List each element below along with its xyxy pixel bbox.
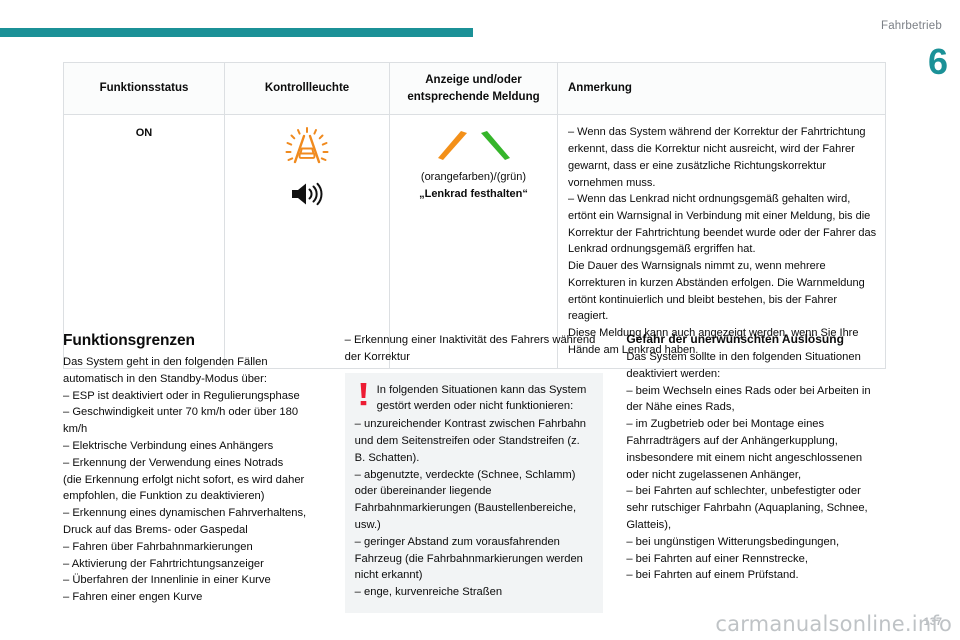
lane-departure-warning-icon [285,127,329,164]
list-item: – bei Fahrten auf schlechter, unbefestig… [626,485,868,531]
cell-function-status: ON [63,114,225,370]
table-header-row: Funktionsstatus Kontrollleuchte Anzeige … [63,61,886,116]
list-item: – Fahren einer engen Kurve [63,591,203,604]
cell-display-message: (orangefarben)/(grün) „Lenkrad festhalte… [389,114,558,370]
warning-callout-box: In folgenden Situationen kann das System… [344,372,604,613]
gefahr-intro: Das System sollte in den folgenden Situa… [626,351,861,380]
warning-list-item: – enge, kurvenreiche Straßen [354,586,503,599]
warning-list-item: – abgenutzte, verdeckte (Schnee, Schlamm… [354,468,577,531]
column-header-anzeige-line1: Anzeige und/oder [425,74,522,86]
list-item: – Erkennung der Verwendung eines Notrads [63,456,284,469]
display-colors-label: (orangefarben)/(grün) [420,171,527,184]
remark-paragraph: – Wenn das Lenkrad nicht ordnungsgemäß g… [568,193,877,256]
list-item: – ESP ist deaktiviert oder in Regulierun… [63,389,300,402]
column-header-anzeige-line2: entsprechende Meldung [407,90,540,103]
site-watermark: carmanualsonline.info [715,612,952,636]
column-header-kontrollleuchte: Kontrollleuchte [224,61,390,116]
list-item: – im Zugbetrieb oder bei Montage eines F… [626,418,863,481]
heading-gefahr-ausloesung: Gefahr der unerwünschten Auslösung [626,332,844,346]
list-item: – Geschwindigkeit unter 70 km/h oder übe… [63,406,299,436]
list-item: – bei ungünstigen Witterungsbedingungen, [626,535,840,548]
body-columns: Funktionsgrenzen Das System geht in den … [63,332,885,613]
list-item: – bei Fahrten auf einem Prüfstand. [626,569,799,582]
column-header-anzeige-meldung: Anzeige und/oder entsprechende Meldung [389,61,558,116]
list-item: – Elektrische Verbindung eines Anhängers [63,439,274,452]
display-message-text: „Lenkrad festhalten“ [419,187,528,200]
list-item: – bei Fahrten auf einer Rennstrecke, [626,552,808,565]
exclamation-icon [360,382,367,405]
warning-list-item: – geringer Abstand zum vorausfahrenden F… [354,535,583,582]
continued-list-item: – Erkennung einer Inaktivität des Fahrer… [344,334,596,363]
column-warning: – Erkennung einer Inaktivität des Fahrer… [344,332,604,613]
lane-marking-indicators-icon [437,131,510,161]
funktionsgrenzen-intro: Das System geht in den folgenden Fällen … [63,356,268,385]
cell-warning-lamps [224,114,390,370]
header-accent-rule [0,28,473,37]
warning-list-item: – unzureichender Kontrast zwischen Fahrb… [354,418,587,464]
cell-remark: – Wenn das System während der Korrektur … [557,114,886,370]
list-item: – Aktivierung der Fahrtrichtungsanzeiger [63,557,264,570]
speaker-icon [292,183,323,206]
column-gefahr-ausloesung: Gefahr der unerwünschten Auslösung Das S… [626,332,885,613]
remark-paragraph: – Wenn das System während der Korrektur … [568,126,866,189]
list-item: (die Erkennung erfolgt nicht sofort, es … [63,473,305,503]
list-item: – beim Wechseln eines Rads oder bei Arbe… [626,384,871,414]
heading-funktionsgrenzen: Funktionsgrenzen [63,332,195,349]
column-header-anmerkung: Anmerkung [557,61,886,116]
page-number: 137 [923,616,942,628]
warning-heading-row: In folgenden Situationen kann das System… [355,382,594,416]
warning-heading-text: In folgenden Situationen kann das System… [376,383,587,413]
column-funktionsgrenzen: Funktionsgrenzen Das System geht in den … [63,332,322,613]
chapter-number: 6 [927,41,948,82]
column-header-funktionsstatus: Funktionsstatus [63,61,225,116]
remark-paragraph: Die Dauer des Warnsignals nimmt zu, wenn… [568,260,865,323]
list-item: – Erkennung eines dynamischen Fahrverhal… [63,507,307,536]
list-item: – Überfahren der Innenlinie in einer Kur… [63,574,271,587]
function-status-table: Funktionsstatus Kontrollleuchte Anzeige … [63,61,886,370]
section-title: Fahrbetrieb [880,20,942,32]
list-item: – Fahren über Fahrbahnmarkierungen [63,540,253,553]
remark-paragraph: Diese Meldung kann auch angezeigt werden… [568,326,859,356]
table-row: ON [63,114,886,370]
